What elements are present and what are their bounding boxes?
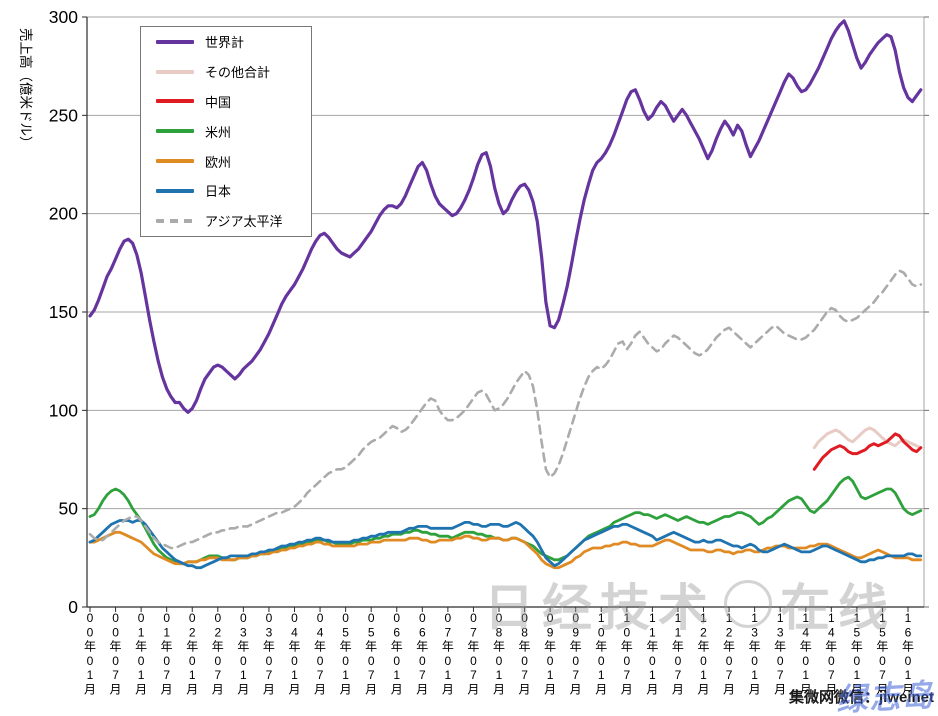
legend-label: 欧州	[205, 154, 232, 170]
y-tick-label: 150	[49, 302, 78, 322]
legend-swatch	[156, 159, 194, 164]
y-tick-label: 200	[49, 204, 78, 224]
legend-swatch	[156, 129, 194, 134]
legend-item-世界計: 世界計	[141, 27, 311, 57]
legend-swatch	[156, 218, 194, 223]
series-line-日本	[88, 519, 923, 570]
series-line-中国	[812, 432, 923, 471]
legend-item-その他合計: その他合計	[141, 57, 311, 87]
legend-item-日本: 日本	[141, 176, 311, 206]
y-axis-title: 売上高（億米ドル）	[18, 28, 34, 150]
legend-item-米州: 米州	[141, 116, 311, 146]
y-tick-label: 100	[49, 400, 78, 420]
legend-swatch	[156, 39, 194, 44]
y-tick-label: 0	[68, 597, 78, 617]
series-line-アジア太平洋	[88, 269, 923, 550]
y-tick-label: 300	[49, 7, 78, 27]
legend-label: 中国	[205, 94, 232, 110]
legend-swatch	[156, 99, 194, 104]
legend-item-アジア太平洋: アジア太平洋	[141, 206, 311, 236]
legend-label: 日本	[205, 184, 232, 200]
legend-label: その他合計	[205, 65, 271, 81]
legend-item-欧州: 欧州	[141, 146, 311, 176]
legend-item-中国: 中国	[141, 87, 311, 117]
legend-label: 米州	[205, 124, 232, 140]
series-line-世界計	[88, 19, 923, 414]
legend-label: アジア太平洋	[205, 214, 283, 230]
legend: 世界計その他合計中国米州欧州日本アジア太平洋	[140, 26, 312, 237]
y-tick-label: 250	[49, 105, 78, 125]
legend-label: 世界計	[205, 35, 245, 51]
legend-swatch	[156, 69, 194, 74]
y-tick-label: 50	[59, 499, 79, 519]
legend-swatch	[156, 188, 194, 193]
